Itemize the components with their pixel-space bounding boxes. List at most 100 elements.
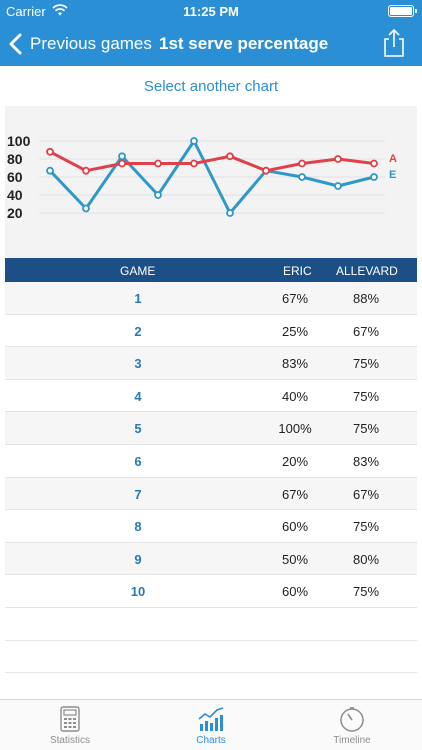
share-icon[interactable] [382,28,406,58]
data-point-e [154,191,162,199]
tab-charts-label: Charts [196,735,226,746]
cell-allevard: 67% [352,323,380,339]
tab-timeline-label: Timeline [333,735,371,746]
line-chart: 100 80 60 40 20 E A [5,106,417,258]
data-point-e [334,182,342,190]
chart-icon [198,707,224,731]
cell-allevard: 75% [352,388,380,404]
header-game: GAME [120,264,156,278]
tab-bar: Statistics Charts Timeline [0,699,422,750]
cell-eric: 20% [281,453,309,469]
tab-statistics-label: Statistics [49,735,90,746]
chevron-left-icon [9,33,22,55]
carrier-label: Carrier [6,4,46,19]
cell-game: 6 [134,453,142,469]
battery-icon [388,5,417,17]
series-label-a: A [389,153,397,165]
data-point-a [190,159,198,168]
y-tick-label: 100 [7,133,31,149]
cell-allevard: 75% [352,584,380,600]
cell-eric: 50% [281,551,309,567]
y-tick-label: 80 [7,151,23,167]
data-point-e [46,166,54,175]
data-point-e [190,137,198,145]
series-line-e [48,139,375,215]
back-button[interactable]: Previous games [8,22,152,66]
data-point-e [226,209,234,217]
table-body: 1 67% 88% 2 25% 67% 3 83% 75% 4 40% 75% 5 100% 75% 6 20%… [5,282,417,706]
y-tick-label: 60 [7,169,23,185]
cell-allevard: 83% [352,453,380,469]
tab-charts[interactable]: Charts [141,700,281,750]
back-button-label: Previous games [30,34,152,53]
table-row[interactable]: 3 83% 75% [5,347,417,380]
games-table: GAME ERIC ALLEVARD 1 67% 88% 2 25% 67% 3 83% 75%… [5,258,417,706]
series-label-e: E [389,169,396,181]
header-allevard: ALLEVARD [336,264,398,278]
data-point-a [46,147,54,156]
cell-eric: 25% [281,323,309,339]
cell-eric: 40% [281,388,309,404]
chart-svg: 100 80 60 40 20 EA [7,133,397,221]
status-time: 11:25 PM [183,4,239,19]
top-bar: Carrier 11:25 PM Previous games 1st serv… [0,0,422,66]
cell-game: 4 [134,388,142,404]
select-another-chart-link[interactable]: Select another chart [143,78,279,95]
cell-eric: 67% [281,486,309,502]
page-title: 1st serve percentage [159,34,329,53]
tab-statistics[interactable]: Statistics [0,700,140,750]
cell-game: 9 [134,551,142,567]
cell-allevard: 75% [352,356,380,372]
table-row[interactable]: 2 25% 67% [5,315,417,348]
data-point-a [370,159,378,168]
empty-row [5,641,417,674]
table-row[interactable]: 5 100% 75% [5,412,417,445]
empty-row [5,608,417,641]
y-tick-label: 40 [7,187,23,203]
cell-game: 8 [134,519,142,535]
cell-allevard: 67% [352,486,380,502]
cell-allevard: 88% [352,291,380,306]
cell-eric: 100% [278,421,312,437]
status-bar: Carrier 11:25 PM [0,0,422,22]
table-row[interactable]: 4 40% 75% [5,380,417,413]
data-point-a [82,166,90,175]
series-line-a [49,150,375,173]
cell-eric: 83% [281,356,309,372]
cell-allevard: 75% [352,519,380,535]
header-eric: ERIC [283,264,312,278]
cell-game: 2 [134,323,142,339]
data-point-a [334,155,342,163]
calculator-icon [60,706,80,732]
cell-eric: 60% [281,519,309,535]
data-point-e [370,173,378,181]
table-row[interactable]: 10 60% 75% [5,575,417,608]
table-row[interactable]: 9 50% 80% [5,542,417,576]
stopwatch-icon [340,707,364,732]
data-point-a [226,152,234,161]
cell-game: 3 [134,356,142,372]
cell-game: 5 [134,421,142,437]
table-header: GAME ERIC ALLEVARD [5,258,417,282]
table-row[interactable]: 8 60% 75% [5,510,417,543]
navigation-bar: Previous games 1st serve percentage [0,22,422,66]
cell-eric: 67% [281,291,309,306]
tab-timeline[interactable]: Timeline [282,700,422,750]
data-point-e [298,173,306,181]
data-point-a [262,166,270,175]
cell-game: 7 [134,486,142,502]
data-point-a [118,159,126,168]
cell-game: 1 [134,291,142,306]
cell-eric: 60% [281,584,309,600]
cell-game: 10 [130,584,146,600]
table-row[interactable]: 1 67% 88% [5,282,417,315]
data-point-a [154,159,162,168]
data-point-e [118,152,126,161]
cell-allevard: 75% [352,421,380,437]
table-row[interactable]: 7 67% 67% [5,477,417,511]
y-tick-label: 20 [7,205,23,221]
cell-allevard: 80% [352,551,380,567]
table-row[interactable]: 6 20% 83% [5,445,417,478]
wifi-icon [52,4,68,16]
data-point-a [298,159,306,168]
